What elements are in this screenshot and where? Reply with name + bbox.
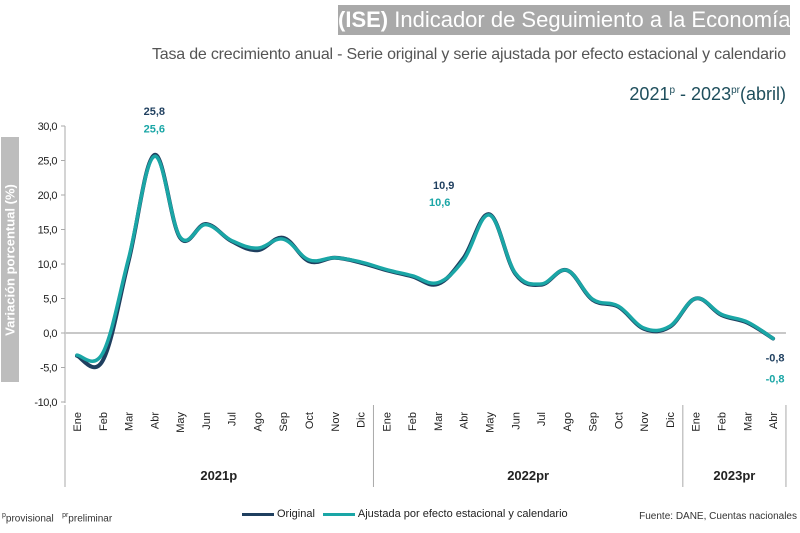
chart-title-bar: (ISE) Indicador de Seguimiento a la Econ… [338,5,790,35]
x-tick-label: Feb [407,412,419,431]
x-tick-label: May [484,412,496,433]
x-tick-label: Abr [149,412,161,429]
x-tick-label: Ago [562,412,574,432]
x-tick-label: Jun [201,412,213,430]
footnote-preliminar: preliminar [68,513,113,525]
data-label-original: 10,9 [433,180,454,192]
y-tick-label: 15,0 [38,225,58,237]
y-axis-label-box [1,137,19,382]
y-tick-label: -5,0 [40,363,57,375]
x-tick-label: Ene [381,412,393,432]
x-tick-label: Mar [433,412,445,431]
x-tick-label: Ene [72,412,84,432]
x-tick-label: Ago [252,412,264,432]
period-start-sup: p [669,85,676,96]
footnote-p-sup: p [2,512,6,519]
chart-subtitle: Tasa de crecimiento anual - Serie origin… [151,46,786,63]
period-start: 2021 [629,84,670,104]
x-tick-label: Nov [330,412,342,432]
x-group-label: 2021p [200,468,237,483]
x-tick-label: Jul [536,412,548,426]
period-end-sup: pr [731,85,740,96]
series-line-original [75,152,776,370]
x-tick-label: Mar [742,412,754,431]
data-label-original: 25,8 [144,106,165,118]
chart-title: Indicador de Seguimiento a la Economía [388,7,791,32]
x-tick-label: May [175,412,187,433]
legend-item-original: Original [242,508,315,520]
legend-item-adjusted: Ajustada por efecto estacional y calenda… [322,508,568,520]
legend-swatch-original [242,512,274,516]
series-line-adjusted [75,154,775,363]
footnote: pprovisional prpreliminar [2,512,112,524]
x-tick-label: Jul [227,412,239,426]
legend-label-adjusted: Ajustada por efecto estacional y calenda… [357,508,568,520]
period-label: 2021p - 2023pr(abril) [629,84,786,105]
data-label-adjusted: -0,8 [766,374,785,386]
y-tick-label: 10,0 [38,259,58,271]
period-sep: - [675,84,692,104]
x-tick-label: Mar [124,412,136,431]
y-tick-label: 5,0 [43,294,57,306]
x-group-label: 2023pr [713,468,755,483]
x-tick-label: Ene [691,412,703,432]
data-label-adjusted: 10,6 [429,197,450,209]
x-tick-label: Sep [588,412,600,432]
x-tick-label: Oct [613,412,625,429]
x-tick-label: Dic [665,412,677,428]
legend-label-original: Original [277,508,315,520]
data-label-original: -0,8 [766,353,785,365]
legend: Original Ajustada por efecto estacional … [242,508,568,520]
x-tick-label: Feb [717,412,729,431]
source-note: Fuente: DANE, Cuentas nacionales [639,511,797,522]
y-tick-label: 30,0 [38,121,58,133]
legend-swatch-adjusted [322,512,355,516]
x-tick-label: Nov [639,412,651,432]
period-note: (abril) [739,84,786,104]
x-tick-label: Dic [356,412,368,428]
x-tick-label: Jun [510,412,522,430]
y-tick-label: 20,0 [38,190,58,202]
footnote-pr-sup: pr [62,512,69,519]
y-tick-label: -10,0 [34,397,57,409]
y-tick-label: 25,0 [38,156,58,168]
title-abbrev: (ISE) [338,7,389,32]
footnote-provisional: provisional [5,513,54,525]
data-label-adjusted: 25,6 [144,123,165,135]
y-tick-label: 0,0 [43,328,57,340]
x-tick-label: Sep [278,412,290,432]
x-tick-label: Abr [768,412,780,429]
x-group-label: 2022pr [507,468,549,483]
x-tick-label: Feb [98,412,110,431]
period-end: 2023 [691,84,732,104]
x-tick-label: Oct [304,412,316,429]
x-tick-label: Abr [459,412,471,429]
